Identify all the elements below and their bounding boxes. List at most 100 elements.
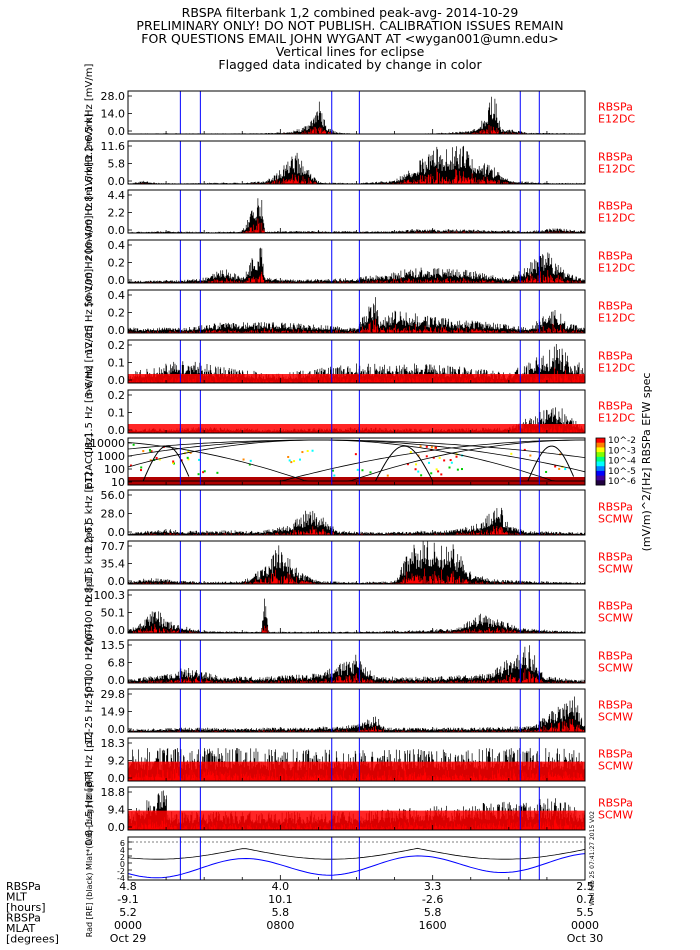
y-axis-label: 3.2-6.5 kHz [pT] [84,472,95,553]
cyclotron-curve-4 [127,439,586,458]
colorbar-segment [596,466,605,472]
flagged-band [128,424,585,433]
ephemeris-row-label: RBSPa [6,912,41,925]
y-tick-label: 10000 [90,437,125,450]
spectrogram-pixel [172,461,175,464]
spectrogram-pixel [293,460,296,463]
spectrogram-pixel [187,458,190,461]
y-tick-label: 0.0 [108,772,126,785]
ephemeris-row-label: [hours] [6,901,46,914]
ephemeris-row-label: MLAT [6,922,36,935]
spectrogram-pixel [129,464,132,467]
flagged-band [128,761,585,781]
spectrogram-pixel [155,456,158,459]
spectrogram-pixel [419,445,422,448]
ephemeris-value: 5.2 [119,906,137,919]
side-label: SCMW [598,760,633,773]
y-tick-label: 13.5 [101,639,126,652]
spectrogram-pixel [450,461,453,464]
y-axis-label: 50-100 Hz [pT] [84,624,95,699]
y-axis-label: 0.8-1.5 Hz [mV/m] [84,365,95,457]
spectrogram-pixel [149,459,152,462]
panel-background [128,490,585,535]
colorbar-title: (mV/m)^2/[Hz] RBSPa EFW spec [640,373,653,552]
y-tick-label: 29.8 [101,688,126,701]
flag-note: Flagged data indicated by change in colo… [218,57,482,72]
spectrogram-pixel [369,471,372,474]
side-label: SCMW [598,711,633,724]
spectrogram-pixel [288,459,291,462]
y-axis-label: 3-6 Hz [mV/m] [84,325,95,398]
ephemeris-value: 5.5 [576,906,594,919]
spectrogram-pixel [203,470,206,473]
side-label: SCMW [598,809,633,822]
y-tick-label: 6.8 [108,657,126,670]
side-label: E12DC [598,312,635,325]
colorbar-tick-label: 10^-5 [608,467,636,477]
spectrogram-pixel [406,463,409,466]
y-tick-label: 11.6 [101,140,126,153]
ephemeris-row-label: [degrees] [6,933,59,946]
y-tick-label: 0.2 [108,307,126,320]
ephemeris-value: 2.5 [576,880,594,893]
panel-background [128,190,585,233]
side-label: RBSPa [598,250,633,263]
y-tick-label: -4 [117,874,125,883]
side-label: RBSPa [598,101,633,114]
side-label: E12DC [598,412,635,425]
spectrogram-pixel [290,461,293,464]
y-tick-label: 0.4 [108,239,126,252]
cyclotron-curve-6 [128,439,585,482]
side-label: RBSPa [598,699,633,712]
spectrogram-pixel [435,468,438,471]
y-tick-label: 35.4 [101,558,126,571]
spectrogram-pixel [311,449,314,452]
y-axis-label: 3-6 Hz [pT] [84,732,95,788]
spectrogram-pixel [443,459,446,462]
colorbar-segment [596,456,605,462]
y-tick-label: 0.0 [108,125,126,138]
spectrogram-pixel [198,458,201,461]
y-axis-label: Rad [RE] (black) Mlat*(1/6) [deg] (blue) [85,780,94,938]
y-tick-label: 100.3 [94,589,126,602]
radius-curve [127,847,586,860]
y-tick-label: 0.0 [108,274,126,287]
colorbar-segment [596,480,605,486]
y-tick-label: 9.4 [108,804,126,817]
side-label: SCMW [598,612,633,625]
spectrogram-pixel [172,460,175,463]
y-tick-label: 0.0 [108,224,126,237]
side-label: RBSPa [598,350,633,363]
ephemeris-value: 0000 [571,919,599,932]
y-tick-label: 0.1 [108,357,126,370]
colorbar-tick-label: 10^-2 [608,436,636,446]
y-tick-label: 0.2 [108,257,126,270]
colorbar-tick-label: 10^-3 [608,446,636,456]
spectrogram-pixel [242,458,245,461]
y-tick-label: 0.0 [108,175,126,188]
y-tick-label: 0.0 [108,674,126,687]
ephemeris-value: 3.3 [424,880,442,893]
spectrogram-pixel [455,455,458,458]
ephemeris-row-label: RBSPa [6,880,41,893]
colorbar-segment [596,442,605,448]
ephemeris-value: 0000 [114,919,142,932]
y-tick-label: -2 [117,867,125,876]
y-tick-label: 28.0 [101,90,126,103]
y-tick-label: 0.0 [108,324,126,337]
spectrogram-pixel [428,461,431,464]
spectrogram-pixel [432,456,435,459]
y-tick-label: 18.8 [101,786,126,799]
y-tick-label: 0 [120,860,125,869]
spectrogram-pixel [142,450,145,453]
spectrogram-pixel [558,467,561,470]
side-label: E12DC [598,262,635,275]
spectrogram-pixel [545,470,548,473]
ephemeris-value: 0800 [266,919,294,932]
